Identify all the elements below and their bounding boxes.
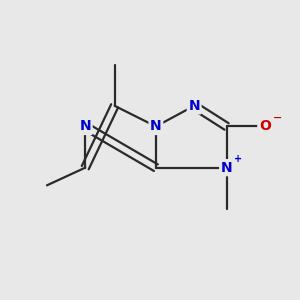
Text: +: + — [234, 154, 242, 164]
Text: N: N — [80, 119, 91, 134]
Text: N: N — [188, 99, 200, 113]
Text: N: N — [221, 161, 232, 175]
Text: O: O — [259, 119, 271, 134]
Text: −: − — [272, 113, 282, 123]
Text: N: N — [150, 119, 162, 134]
